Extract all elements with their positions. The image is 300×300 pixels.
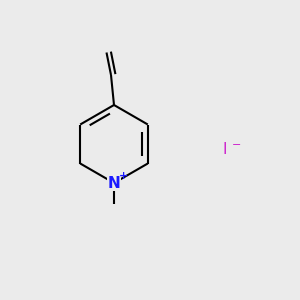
Text: −: − xyxy=(232,140,241,150)
Text: I: I xyxy=(223,142,227,158)
Text: +: + xyxy=(119,171,128,182)
Text: N: N xyxy=(108,176,120,190)
